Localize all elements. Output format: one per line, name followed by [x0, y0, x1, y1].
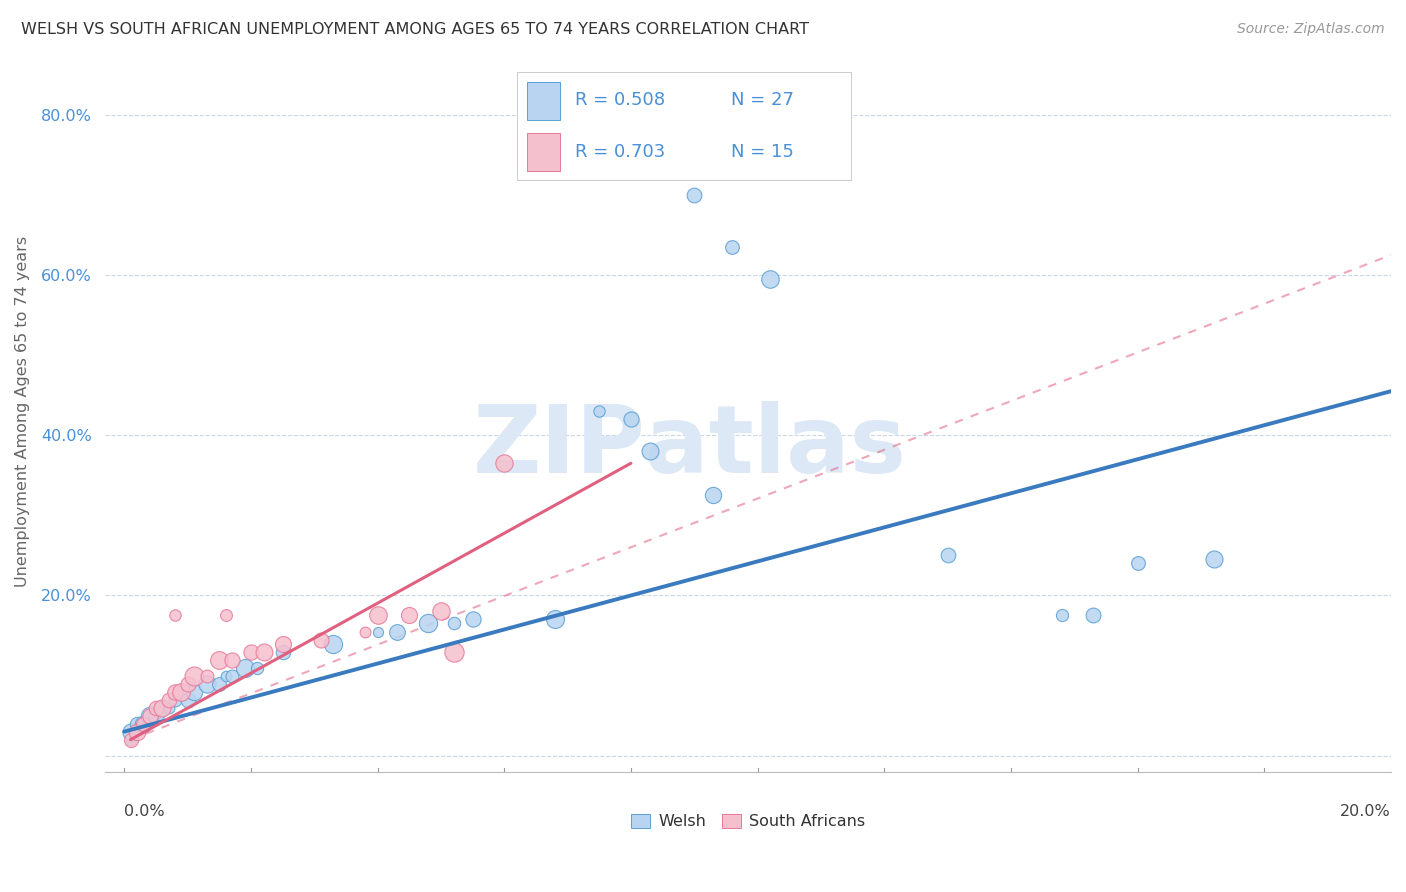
Point [398, 608, 420, 623]
Point [936, 549, 959, 563]
Point [163, 608, 186, 623]
Point [125, 716, 148, 731]
Text: 0.0%: 0.0% [124, 805, 165, 819]
Point [461, 612, 484, 626]
Point [1126, 557, 1149, 571]
Point [239, 644, 262, 658]
Point [322, 636, 344, 650]
Point [683, 187, 706, 202]
Point [157, 700, 180, 714]
Point [620, 412, 643, 426]
Point [125, 724, 148, 739]
Text: atlas: atlas [645, 401, 907, 493]
Point [120, 724, 142, 739]
Point [150, 700, 173, 714]
Point [246, 660, 269, 674]
Point [176, 692, 198, 706]
Point [367, 624, 389, 639]
Point [271, 636, 294, 650]
Point [214, 668, 236, 682]
Point [138, 708, 160, 723]
Point [183, 668, 205, 682]
Point [443, 616, 465, 631]
Text: 20.0%: 20.0% [1340, 805, 1391, 819]
Point [132, 716, 155, 731]
Point [367, 608, 389, 623]
Point [176, 676, 198, 690]
Point [354, 624, 377, 639]
Point [588, 404, 610, 418]
Point [271, 644, 294, 658]
Point [721, 240, 744, 254]
Point [702, 488, 724, 502]
Point [309, 632, 332, 647]
Point [150, 700, 173, 714]
Legend: Welsh, South Africans: Welsh, South Africans [624, 807, 872, 836]
Point [163, 692, 186, 706]
Point [183, 684, 205, 698]
Point [208, 676, 231, 690]
Point [214, 608, 236, 623]
Point [221, 668, 243, 682]
Point [1050, 608, 1073, 623]
Point [252, 644, 274, 658]
Point [195, 676, 218, 690]
Point [494, 456, 516, 470]
Point [195, 668, 218, 682]
Point [1083, 608, 1105, 623]
Text: WELSH VS SOUTH AFRICAN UNEMPLOYMENT AMONG AGES 65 TO 74 YEARS CORRELATION CHART: WELSH VS SOUTH AFRICAN UNEMPLOYMENT AMON… [21, 22, 808, 37]
Point [145, 708, 167, 723]
Point [443, 644, 465, 658]
Point [170, 684, 193, 698]
Point [138, 708, 160, 723]
Y-axis label: Unemployment Among Ages 65 to 74 years: Unemployment Among Ages 65 to 74 years [15, 235, 30, 587]
Point [145, 700, 167, 714]
Point [430, 605, 453, 619]
Point [157, 692, 180, 706]
Point [544, 612, 567, 626]
Point [233, 660, 256, 674]
Text: ZIP: ZIP [472, 401, 645, 493]
Point [385, 624, 408, 639]
Point [208, 652, 231, 666]
Point [759, 272, 782, 286]
Point [1202, 552, 1225, 566]
Text: Source: ZipAtlas.com: Source: ZipAtlas.com [1237, 22, 1385, 37]
Point [163, 684, 186, 698]
Point [221, 652, 243, 666]
Point [120, 732, 142, 747]
Point [132, 716, 155, 731]
Point [120, 732, 142, 747]
Point [638, 444, 661, 458]
Point [418, 616, 440, 631]
